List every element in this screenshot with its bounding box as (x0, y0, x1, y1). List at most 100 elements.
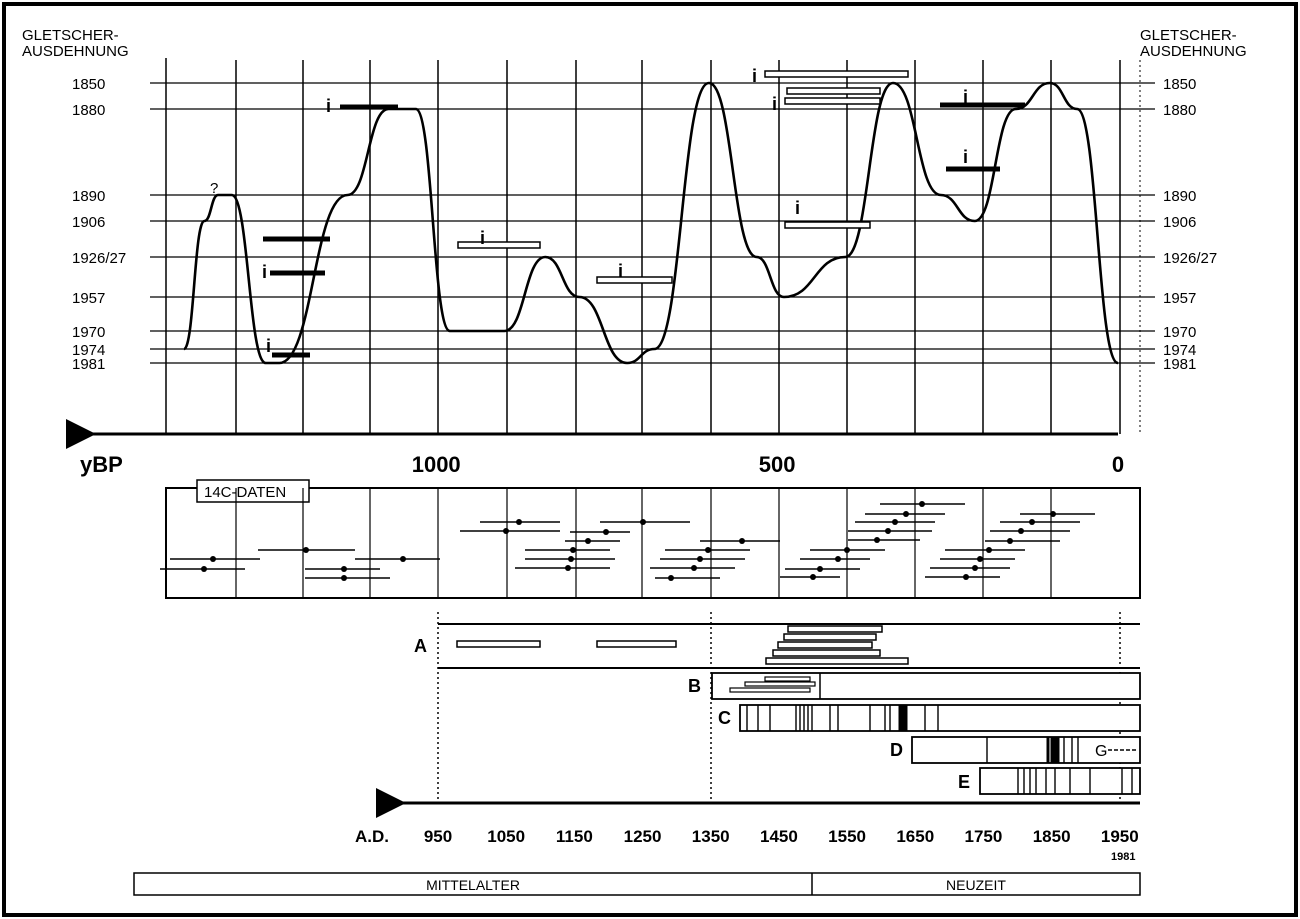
row-b-evidence (764, 676, 811, 682)
ad-tick-label: 1250 (624, 827, 662, 846)
left-title-line1: GLETSCHER- (22, 27, 119, 44)
historical-evidence-rows: A BC D E G (414, 612, 1141, 803)
row-a-evidence (772, 649, 881, 657)
c14-date-point (640, 519, 646, 525)
row-a-evidence (596, 640, 677, 648)
c14-date-point (903, 511, 909, 517)
evidence-bar-solid (340, 104, 398, 110)
evidence-marker: i (266, 336, 271, 356)
c14-date-point (691, 565, 697, 571)
unknown-marker: ? (210, 180, 218, 197)
row-label-a: A (414, 636, 427, 656)
row-label-e: E (958, 772, 970, 792)
extent-level-label-left: 1957 (72, 290, 105, 307)
row-b-evidence (729, 687, 811, 693)
row-a-evidence (783, 633, 877, 641)
extent-level-label-left: 1880 (72, 102, 105, 119)
c14-date-point (1029, 519, 1035, 525)
extent-grid (150, 58, 1155, 434)
period-bar-frame (133, 872, 1141, 896)
ybp-tick-labels: 1000 500 0 (412, 452, 1124, 477)
c14-panel-frame (165, 487, 1141, 599)
row-d-extra-label: G (1095, 743, 1107, 760)
c14-date-point (516, 519, 522, 525)
extent-level-label-right: 1926/27 (1163, 250, 1217, 267)
c14-date-point (697, 556, 703, 562)
c14-date-point (503, 528, 509, 534)
right-title-line1: GLETSCHER- (1140, 27, 1237, 44)
period-neuzeit: NEUZEIT (946, 877, 1006, 893)
evidence-bar-hollow (784, 97, 881, 105)
extent-level-label-right: 1974 (1163, 342, 1196, 359)
c14-date-point (874, 537, 880, 543)
extent-level-label-left: 1850 (72, 76, 105, 93)
extent-level-label-right: 1970 (1163, 324, 1196, 341)
ad-tick-label: 950 (424, 827, 452, 846)
evidence-bar-hollow (786, 87, 881, 95)
c14-date-point (963, 574, 969, 580)
evidence-marker: i (618, 261, 623, 281)
left-title-line2: AUSDEHNUNG (22, 43, 129, 60)
c14-date-point (977, 556, 983, 562)
evidence-bar-hollow (784, 221, 871, 229)
c14-date-point (739, 538, 745, 544)
c14-date-point (201, 566, 207, 572)
row-d-box (911, 736, 1141, 764)
c14-label: 14C-DATEN (204, 484, 286, 501)
c14-date-point (986, 547, 992, 553)
right-title-line2: AUSDEHNUNG (1140, 43, 1247, 60)
evidence-bar-hollow (764, 70, 909, 78)
ad-axis-end-label: 1981 (1111, 851, 1135, 863)
c14-date-point (1007, 538, 1013, 544)
extent-level-label-right: 1880 (1163, 102, 1196, 119)
extent-level-label-right: 1957 (1163, 290, 1196, 307)
extent-level-label-right: 1850 (1163, 76, 1196, 93)
evidence-marker: i (262, 262, 267, 282)
evidence-marker: i (752, 66, 757, 86)
evidence-bar-hollow (596, 276, 673, 284)
evidence-bar-hollow (457, 241, 541, 249)
c14-date-point (603, 529, 609, 535)
c14-date-point (817, 566, 823, 572)
ybp-tick-label: 1000 (412, 452, 461, 477)
extent-level-label-left: 1890 (72, 188, 105, 205)
ad-tick-label: 1850 (1033, 827, 1071, 846)
evidence-marker: i (963, 87, 968, 107)
c14-date-point (705, 547, 711, 553)
c14-date-point (570, 547, 576, 553)
period-mittelalter: MITTELALTER (426, 877, 520, 893)
c14-date-point (885, 528, 891, 534)
extent-level-label-right: 1890 (1163, 188, 1196, 205)
row-label-d: D (890, 740, 903, 760)
ad-tick-label: 1150 (556, 827, 593, 846)
row-a-evidence (765, 657, 909, 665)
c14-date-point (919, 501, 925, 507)
ybp-axis-label: yBP (80, 452, 123, 477)
evidence-bar-solid (940, 102, 1025, 108)
row-b-evidence (744, 681, 816, 687)
ad-tick-label: 1050 (487, 827, 525, 846)
c14-date-point (400, 556, 406, 562)
c14-date-point (585, 538, 591, 544)
ad-tick-labels: 950 1050 1150 1250 1350 1450 1550 1650 1750 1850 1… (424, 827, 1139, 846)
row-a-evidence (456, 640, 541, 648)
c14-date-point (303, 547, 309, 553)
c14-date-point (844, 547, 850, 553)
extent-level-label-right: 1906 (1163, 214, 1196, 231)
extent-level-label-right: 1981 (1163, 356, 1196, 373)
c14-dates-panel: 14C-DATEN (160, 479, 1141, 599)
c14-date-point (892, 519, 898, 525)
c14-date-point (972, 565, 978, 571)
ad-tick-label: 1950 (1101, 827, 1139, 846)
row-a-evidence (787, 625, 883, 633)
c14-date-point (1018, 528, 1024, 534)
evidence-marker: i (480, 228, 485, 248)
ybp-tick-label: 500 (759, 452, 796, 477)
ad-tick-label: 1550 (828, 827, 866, 846)
extent-level-label-left: 1970 (72, 324, 105, 341)
evidence-bar-solid (946, 166, 1000, 172)
evidence-bar-solid (272, 352, 310, 358)
c14-date-point (210, 556, 216, 562)
